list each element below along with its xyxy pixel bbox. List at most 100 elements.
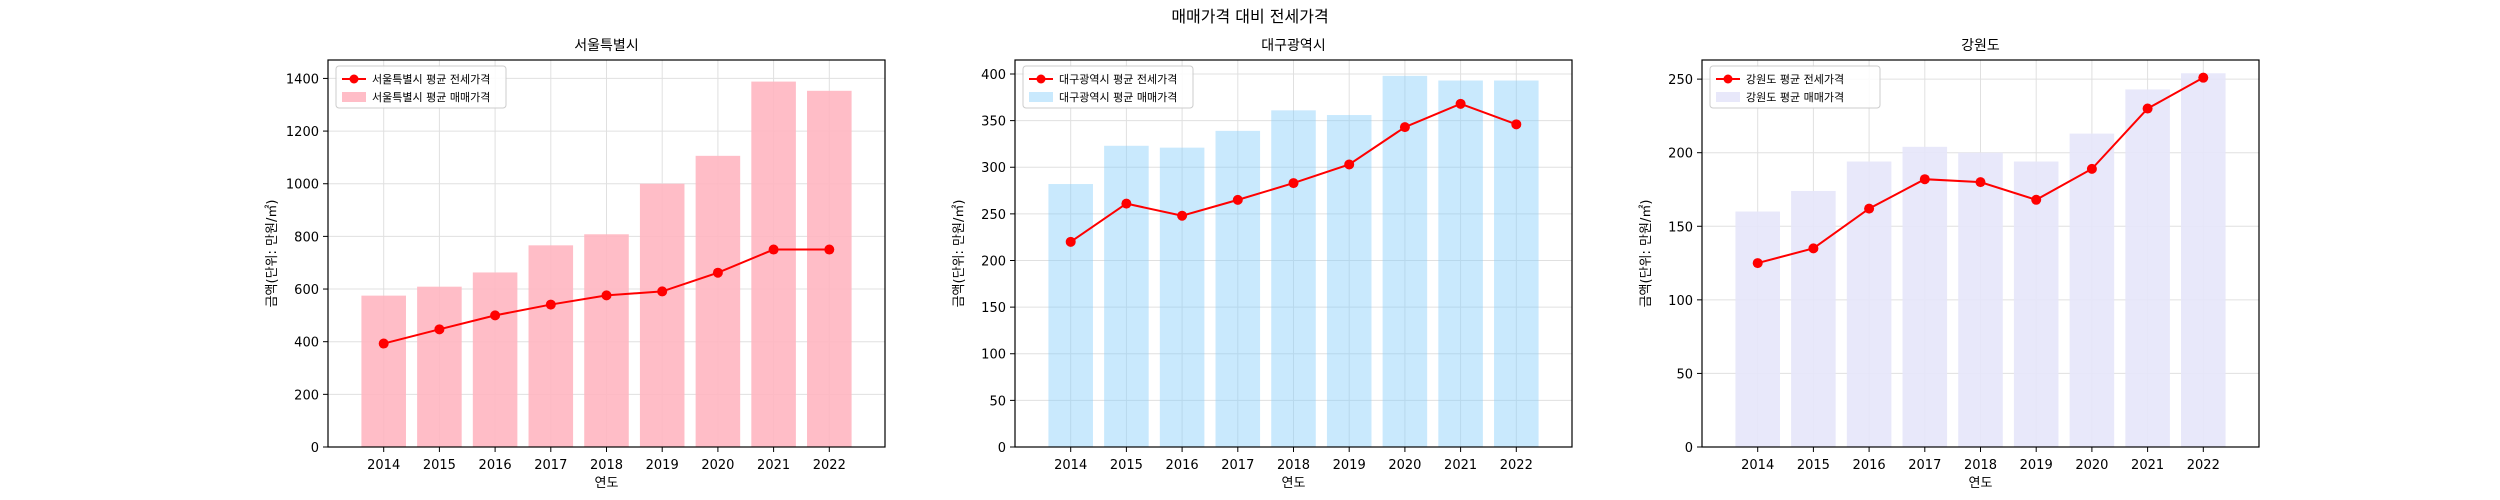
x-tick-label: 2018	[590, 458, 623, 473]
x-tick-label: 2015	[1110, 458, 1143, 473]
y-tick-label: 250	[981, 208, 1006, 223]
bar-2021	[2125, 89, 2170, 447]
y-tick-label: 400	[294, 336, 319, 351]
legend-label: 대구광역시 평균 전세가격	[1059, 73, 1177, 86]
bar-2014	[1048, 184, 1093, 448]
x-axis-label: 연도	[1969, 476, 1993, 491]
line-point-2014	[1752, 258, 1763, 269]
x-tick-label: 2015	[423, 458, 456, 473]
bar-2014	[361, 295, 406, 447]
line-point-2017	[545, 299, 556, 310]
chart-panel-3: 2014 2015 2016 2017 2018 2019 2020 2021 2022 0 50 1…	[1639, 38, 2260, 491]
bar-2016	[1159, 147, 1205, 447]
legend-line-marker	[1036, 74, 1046, 84]
x-tick-label: 2019	[646, 458, 679, 473]
x-tick-label: 2017	[1221, 458, 1254, 473]
y-tick-label: 0	[311, 441, 319, 456]
bar-2022	[807, 90, 852, 448]
y-tick-label: 0	[1685, 441, 1693, 456]
legend-label: 서울특별시 평균 전세가격	[372, 73, 490, 86]
line-point-2016	[490, 310, 501, 321]
legend-box	[335, 65, 507, 109]
bar-2017	[528, 245, 574, 447]
line-point-2018	[1975, 177, 1986, 188]
x-tick-label: 2022	[2187, 458, 2220, 473]
bar-2019	[2013, 161, 2059, 447]
y-tick-label: 50	[989, 394, 1006, 409]
legend-label: 강원도 평균 매매가격	[1746, 91, 1844, 104]
line-point-2020	[2086, 163, 2097, 174]
x-tick-label: 2015	[1797, 458, 1830, 473]
x-tick-label: 2017	[534, 458, 567, 473]
y-tick-label: 200	[294, 388, 319, 403]
chart-title: 서울특별시	[574, 38, 638, 54]
y-tick-label: 300	[981, 161, 1006, 176]
bar-2020	[695, 155, 741, 448]
y-axis-label: 금액(단위: 만원/㎡)	[265, 200, 280, 308]
bar-2014	[1735, 211, 1780, 447]
y-axis-label: 금액(단위: 만원/㎡)	[1639, 200, 1654, 308]
x-axis-label: 연도	[1282, 476, 1306, 491]
line-point-2022	[1511, 119, 1522, 130]
y-tick-label: 100	[1668, 294, 1693, 309]
y-tick-label: 200	[1668, 147, 1693, 162]
line-point-2018	[1288, 178, 1299, 189]
line-point-2019	[657, 286, 668, 297]
y-tick-label: 150	[981, 301, 1006, 316]
y-tick-label: 1200	[286, 125, 319, 140]
line-point-2017	[1919, 174, 1930, 185]
bar-2022	[1494, 80, 1539, 448]
line-point-2014	[378, 338, 389, 349]
y-tick-label: 350	[981, 115, 1006, 130]
bar-2021	[1438, 80, 1483, 448]
x-tick-label: 2014	[367, 458, 400, 473]
x-tick-label: 2014	[1054, 458, 1087, 473]
line-point-2016	[1864, 203, 1875, 214]
legend-bar-swatch	[342, 92, 366, 102]
line-point-2016	[1177, 210, 1188, 221]
line-point-2021	[1455, 98, 1466, 109]
chart-panel-2: 2014 2015 2016 2017 2018 2019 2020 2021 2022 0 50 1…	[952, 38, 1573, 491]
y-tick-label: 100	[981, 348, 1006, 363]
x-tick-label: 2017	[1908, 458, 1941, 473]
x-tick-label: 2020	[1388, 458, 1421, 473]
line-point-2020	[1399, 122, 1410, 133]
y-tick-label: 1000	[286, 178, 319, 193]
x-tick-label: 2022	[1500, 458, 1533, 473]
y-tick-label: 400	[981, 68, 1006, 83]
line-point-2015	[1808, 243, 1819, 254]
y-tick-label: 150	[1668, 220, 1693, 235]
x-tick-label: 2019	[2020, 458, 2053, 473]
legend-bar-swatch	[1029, 92, 1053, 102]
line-point-2015	[434, 324, 445, 335]
x-tick-label: 2022	[813, 458, 846, 473]
bar-2018	[1958, 152, 2003, 447]
y-tick-label: 50	[1676, 367, 1693, 382]
line-point-2018	[601, 290, 612, 301]
x-tick-label: 2020	[701, 458, 734, 473]
bar-2022	[2181, 73, 2226, 447]
x-axis-label: 연도	[595, 476, 619, 491]
bar-2016	[472, 272, 518, 447]
bar-2018	[1271, 110, 1316, 447]
bar-2015	[1791, 190, 1836, 447]
y-tick-label: 600	[294, 283, 319, 298]
legend-line-marker	[349, 74, 359, 84]
bar-2020	[2069, 133, 2115, 447]
x-tick-label: 2018	[1964, 458, 1997, 473]
line-point-2022	[2198, 72, 2209, 83]
bar-2017	[1902, 146, 1948, 447]
legend-label: 대구광역시 평균 매매가격	[1059, 91, 1177, 104]
x-tick-label: 2020	[2075, 458, 2108, 473]
chart-title: 강원도	[1961, 38, 2000, 54]
line-point-2019	[2031, 194, 2042, 205]
legend-box	[1709, 65, 1881, 109]
legend-bar-swatch	[1716, 92, 1740, 102]
x-tick-label: 2021	[2131, 458, 2164, 473]
x-tick-label: 2021	[1444, 458, 1477, 473]
y-tick-label: 0	[998, 441, 1006, 456]
legend-box	[1022, 65, 1194, 109]
line-point-2022	[824, 244, 835, 255]
line-point-2020	[712, 267, 723, 278]
